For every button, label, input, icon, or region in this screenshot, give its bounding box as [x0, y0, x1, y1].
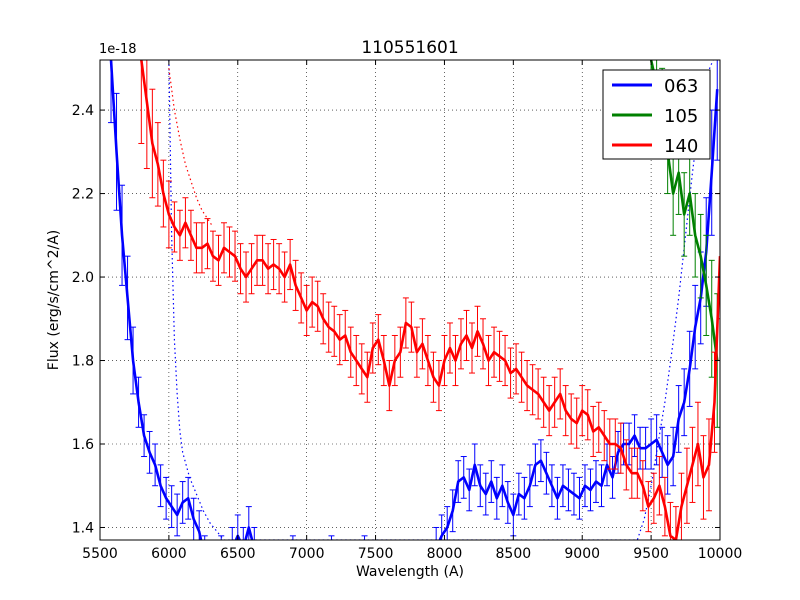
series-line-063 — [109, 60, 719, 540]
x-tick-label: 7000 — [289, 546, 325, 562]
data-series — [108, 60, 720, 540]
x-tick-label: 8000 — [427, 546, 463, 562]
series-140 — [138, 60, 720, 540]
y-tick-label: 2.2 — [72, 187, 94, 203]
model-curve-063-model — [168, 60, 714, 540]
x-tick-label: 9000 — [564, 546, 600, 562]
x-tick-label: 9500 — [633, 546, 669, 562]
series-line-140 — [140, 60, 720, 540]
y-tick-label: 2.0 — [72, 270, 94, 286]
x-tick-label: 6500 — [220, 546, 256, 562]
x-tick-label: 8500 — [496, 546, 532, 562]
plot-frame — [99, 59, 721, 541]
legend: 063 105 140 — [602, 69, 711, 160]
y-tick-label: 2.4 — [72, 103, 94, 119]
y-offset-label: 1e-18 — [99, 42, 137, 57]
y-tick-label: 1.8 — [72, 354, 94, 370]
model-curves — [168, 60, 714, 540]
legend-label-105: 105 — [664, 106, 698, 127]
y-tick-label: 1.4 — [72, 520, 94, 536]
y-axis-label: Flux (erg/s/cm^2/A) — [46, 230, 62, 370]
y-tick-label: 1.6 — [72, 437, 94, 453]
legend-label-140: 140 — [664, 136, 698, 157]
x-tick-label: 10000 — [698, 546, 743, 562]
legend-label-063: 063 — [664, 76, 698, 97]
chart-title: 110551601 — [361, 38, 458, 58]
x-tick-label: 5500 — [82, 546, 118, 562]
axes: 5500 6000 6500 7000 7500 8000 8500 9000 9500 1000… — [72, 60, 743, 562]
x-tick-label: 7500 — [358, 546, 394, 562]
x-tick-label: 6000 — [151, 546, 187, 562]
x-axis-label: Wavelength (A) — [356, 564, 464, 580]
